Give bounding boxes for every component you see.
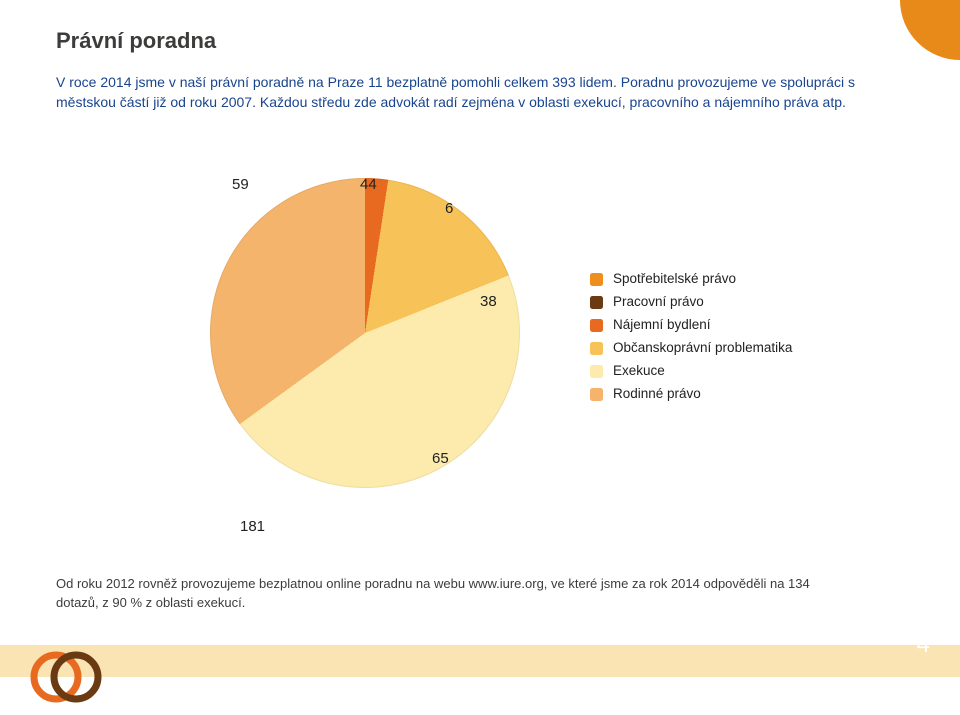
chart-legend: Spotřebitelské právoPracovní právoNájemn… [590, 268, 792, 406]
content-block: Právní poradna V roce 2014 jsme v naší p… [56, 28, 906, 123]
chart-value-label: 59 [232, 176, 249, 193]
legend-label: Exekuce [613, 360, 665, 383]
legend-label: Nájemní bydlení [613, 314, 711, 337]
legend-item: Občanskoprávní problematika [590, 337, 792, 360]
legend-swatch [590, 319, 603, 332]
page-number: 4 [917, 631, 930, 659]
legend-item: Nájemní bydlení [590, 314, 792, 337]
legend-swatch [590, 388, 603, 401]
logo-icon [28, 639, 104, 715]
legend-swatch [590, 273, 603, 286]
legend-item: Spotřebitelské právo [590, 268, 792, 291]
top-corner-circle [900, 0, 960, 60]
legend-label: Rodinné právo [613, 383, 701, 406]
legend-swatch [590, 365, 603, 378]
legend-label: Spotřebitelské právo [613, 268, 736, 291]
legend-swatch [590, 342, 603, 355]
pie-chart-container: Spotřebitelské právoPracovní právoNájemn… [160, 138, 860, 538]
pie-chart [210, 178, 520, 488]
chart-value-label: 181 [240, 518, 265, 535]
legend-item: Pracovní právo [590, 291, 792, 314]
chart-value-label: 38 [480, 293, 497, 310]
chart-value-label: 65 [432, 450, 449, 467]
chart-value-label: 44 [360, 176, 377, 193]
legend-item: Rodinné právo [590, 383, 792, 406]
footnote-paragraph: Od roku 2012 rovněž provozujeme bezplatn… [56, 575, 836, 613]
legend-label: Občanskoprávní problematika [613, 337, 792, 360]
legend-label: Pracovní právo [613, 291, 704, 314]
bottom-band [0, 645, 960, 677]
page-title: Právní poradna [56, 28, 906, 54]
legend-swatch [590, 296, 603, 309]
chart-value-label: 6 [445, 200, 453, 217]
legend-item: Exekuce [590, 360, 792, 383]
intro-paragraph: V roce 2014 jsme v naší právní poradně n… [56, 72, 896, 113]
